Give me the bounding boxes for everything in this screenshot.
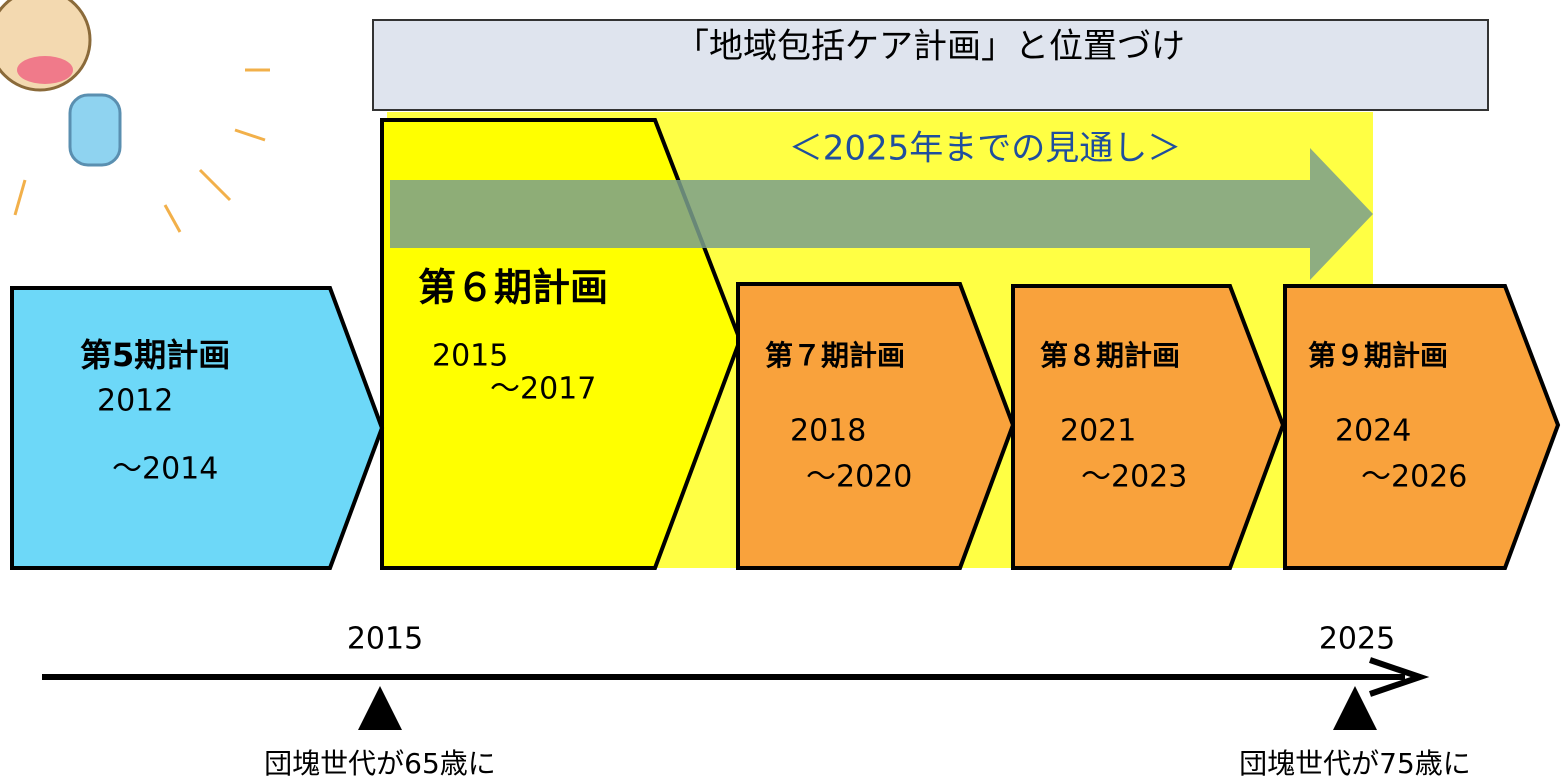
plan-7-shape xyxy=(738,284,1013,568)
plan-label: 第８期計画 xyxy=(1040,339,1180,372)
plan-end: ～2026 xyxy=(1361,460,1467,495)
plan-end: ～2023 xyxy=(1081,460,1187,495)
timeline-year: 2015 xyxy=(347,622,423,657)
plan-9-shape xyxy=(1285,286,1558,568)
plan-start: 2012 xyxy=(97,384,173,419)
plan-start: 2021 xyxy=(1060,414,1136,449)
milestone-marker xyxy=(358,686,402,730)
timeline-year: 2025 xyxy=(1319,622,1395,657)
plan-label: 第5期計画 xyxy=(80,336,230,374)
plan-start: 2024 xyxy=(1335,414,1411,449)
plan-label: 第６期計画 xyxy=(418,266,608,310)
milestone-label: 団塊世代が65歳に xyxy=(264,747,496,780)
plan-5-shape xyxy=(12,288,382,568)
plan-end: ～2020 xyxy=(806,460,912,495)
plan-start: 2018 xyxy=(790,414,866,449)
milestone-label: 団塊世代が75歳に xyxy=(1239,747,1471,780)
outlook-label: ＜2025年までの見通し＞ xyxy=(789,129,1182,169)
plan-8-shape xyxy=(1013,286,1283,568)
plan-label: 第７期計画 xyxy=(765,339,905,372)
title: 「地域包括ケア計画」と位置づけ xyxy=(675,27,1185,67)
mascot xyxy=(0,0,270,232)
plan-start: 2015 xyxy=(432,339,508,374)
diagram: 「地域包括ケア計画」と位置づけ ＜2025年までの見通し＞ 第5期計画 2012… xyxy=(0,0,1561,782)
plan-end: ～2017 xyxy=(490,372,596,407)
plan-label: 第９期計画 xyxy=(1308,339,1448,372)
plan-end: ～2014 xyxy=(112,452,218,487)
